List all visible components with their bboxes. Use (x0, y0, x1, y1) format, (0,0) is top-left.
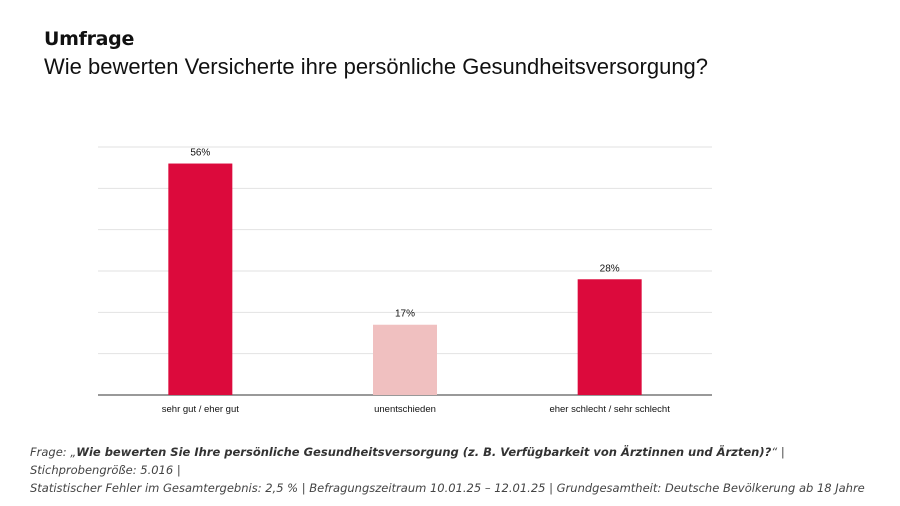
footnote-question-prefix: Frage: „ (30, 445, 77, 459)
category-labels: sehr gut / eher gut unentschieden eher sch… (162, 404, 670, 415)
data-label: 56% (190, 148, 210, 159)
footnote: Frage: „Wie bewerten Sie Ihre persönlich… (30, 443, 880, 497)
footnote-question: Wie bewerten Sie Ihre persönliche Gesund… (76, 445, 772, 459)
data-label: 17% (395, 309, 415, 320)
data-labels: 56% 17% 28% (190, 148, 619, 320)
footnote-sample: “ | Stichprobengröße: 5.016 | (30, 445, 785, 477)
category-label: unentschieden (374, 404, 436, 415)
bar (577, 279, 642, 395)
kicker-label: Umfrage (44, 28, 135, 50)
data-label: 28% (600, 263, 620, 274)
category-label: eher schlecht / sehr schlecht (549, 404, 670, 415)
footnote-line-2: Statistischer Fehler im Gesamtergebnis: … (30, 481, 865, 495)
footnote-line-1: Frage: „Wie bewerten Sie Ihre persönlich… (30, 443, 880, 479)
bar-chart: 56% 17% 28% sehr gut / eher gut unentschied… (98, 146, 712, 415)
bar (373, 324, 437, 395)
category-label: sehr gut / eher gut (162, 404, 239, 415)
bars (168, 163, 642, 395)
chart-title: Wie bewerten Versicherte ihre persönlich… (44, 54, 709, 79)
bar (168, 163, 233, 395)
